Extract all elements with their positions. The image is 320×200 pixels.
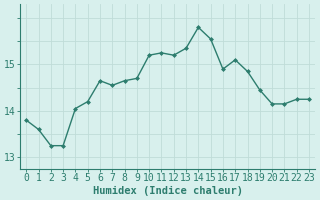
X-axis label: Humidex (Indice chaleur): Humidex (Indice chaleur) xyxy=(92,186,243,196)
